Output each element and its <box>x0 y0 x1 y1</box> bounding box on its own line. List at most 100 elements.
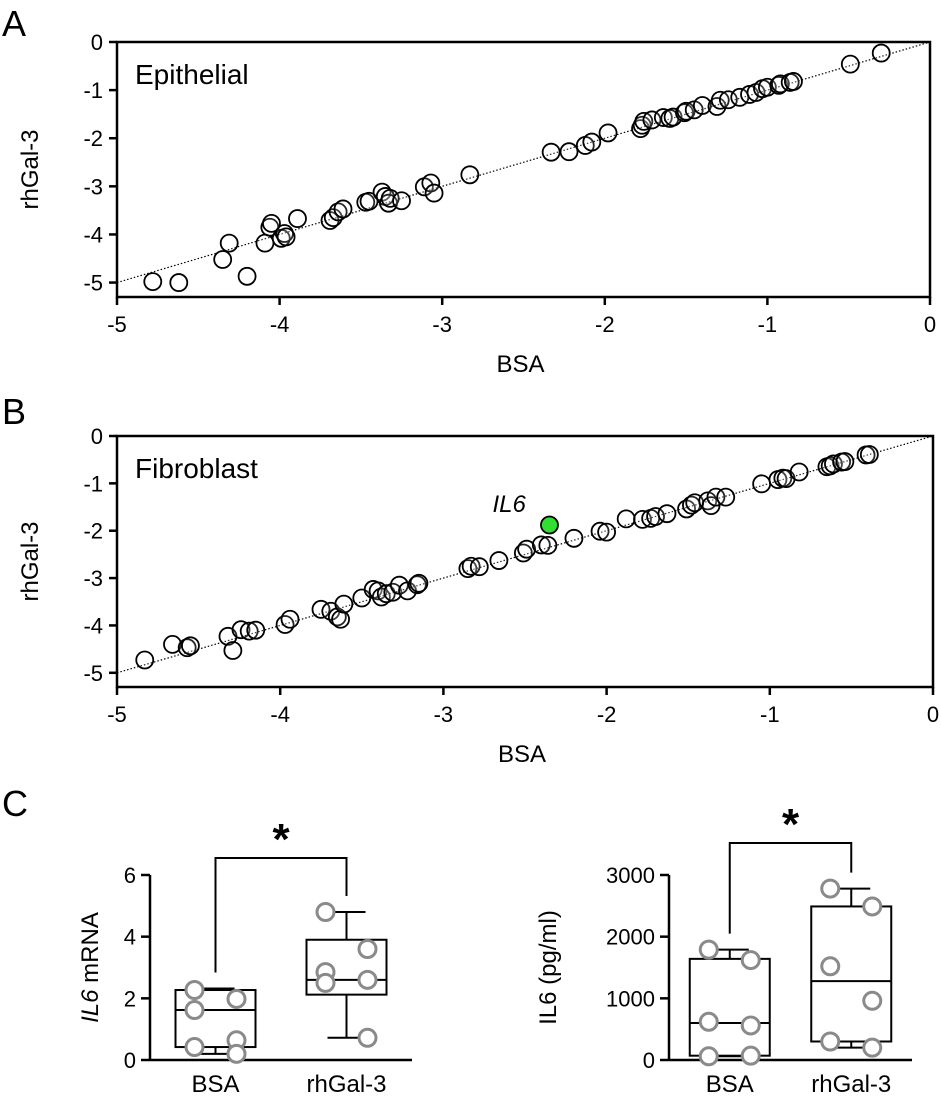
data-point <box>333 199 353 219</box>
y-tick-label: -1 <box>83 471 103 496</box>
y-tick-label: -4 <box>83 222 103 247</box>
data-point <box>559 142 579 162</box>
y-tick-label: -2 <box>83 126 103 151</box>
data-point <box>706 487 726 507</box>
data-point <box>331 609 350 629</box>
significance-bracket <box>728 842 853 934</box>
data-point <box>219 233 239 253</box>
data-point <box>862 896 883 917</box>
plot-title: Fibroblast <box>135 453 258 484</box>
y-tick-label: -4 <box>83 613 103 638</box>
x-tick-label: -4 <box>270 702 290 727</box>
plot-frame <box>115 40 932 299</box>
data-point <box>752 474 772 494</box>
data-point <box>357 969 378 990</box>
y-tick-label: 4 <box>124 925 136 950</box>
significance-marker: * <box>782 800 800 849</box>
data-point <box>531 535 551 555</box>
data-point <box>657 504 677 524</box>
data-point <box>582 132 602 152</box>
data-point <box>280 609 300 629</box>
data-point <box>789 462 809 482</box>
x-tick-label: 0 <box>924 312 936 337</box>
y-tick-label: 2000 <box>606 925 655 950</box>
data-point <box>469 557 489 577</box>
y-tick-label: 3000 <box>606 863 655 888</box>
data-point <box>835 452 855 471</box>
data-point <box>740 1045 761 1066</box>
data-point <box>376 584 396 604</box>
panel-letter-c: C <box>2 783 28 824</box>
significance-bracket <box>214 857 348 973</box>
data-point <box>255 233 275 253</box>
data-point <box>143 272 163 292</box>
data-point <box>653 108 673 127</box>
box <box>688 957 771 1057</box>
data-point <box>698 1011 719 1032</box>
highlight-label: IL6 <box>492 491 526 518</box>
data-point <box>784 72 803 91</box>
data-point <box>239 621 259 641</box>
scatter-plot-epithelial: -5 -4 -3 -2 -1 0 0 -1 -2 -3 -4 -5 BSA rhGal-3 Epitheli… <box>17 30 936 378</box>
identity-line <box>116 41 931 284</box>
data-point <box>862 1037 883 1058</box>
x-tick-label: -5 <box>107 312 127 337</box>
category-label: rhGal-3 <box>811 1071 891 1098</box>
data-point <box>820 1031 841 1052</box>
data-point <box>616 509 636 529</box>
y-tick-label: 0 <box>124 1048 136 1073</box>
y-axis-label: IL6 mRNA <box>77 912 104 1023</box>
data-point <box>392 191 411 211</box>
y-tick-label: 1000 <box>606 986 655 1011</box>
identity-line <box>116 435 934 674</box>
data-point <box>871 43 891 63</box>
panel-letter-b: B <box>2 391 26 432</box>
x-tick-label: -5 <box>107 702 127 727</box>
data-point <box>380 188 400 208</box>
box <box>305 938 388 996</box>
data-point <box>246 620 266 640</box>
category-label: BSA <box>706 1071 754 1098</box>
box-plot-il6-mrna: 0 2 4 6 BSA rhGal-3 IL6 mRNA * <box>77 815 412 1098</box>
y-axis-label: rhGal-3 <box>17 521 44 601</box>
x-tick-label: -1 <box>758 312 778 337</box>
y-axis-label-unit: mRNA <box>77 912 104 989</box>
data-point <box>564 528 584 548</box>
plot-frame <box>115 434 935 689</box>
data-point <box>226 988 247 1009</box>
data-point <box>357 1027 378 1048</box>
data-point <box>597 522 616 542</box>
data-point <box>716 487 736 507</box>
y-tick-label: 2 <box>124 986 136 1011</box>
data-point <box>840 54 860 74</box>
y-tick-label: -1 <box>83 78 103 103</box>
data-point <box>820 878 841 899</box>
data-point <box>489 551 509 570</box>
data-point <box>718 90 738 110</box>
data-point <box>541 142 561 162</box>
x-tick-label: -3 <box>434 702 454 727</box>
category-label: BSA <box>191 1071 239 1098</box>
y-tick-label: 0 <box>643 1048 655 1073</box>
box <box>810 905 893 1043</box>
data-point <box>135 650 155 670</box>
data-point <box>334 594 354 614</box>
y-tick-label: 0 <box>91 30 103 55</box>
data-point <box>859 445 879 464</box>
category-label: rhGal-3 <box>306 1071 386 1098</box>
x-axis-label: BSA <box>498 741 546 768</box>
plot-title: Epithelial <box>135 59 249 90</box>
y-tick-label: -3 <box>83 566 103 591</box>
data-point <box>357 939 378 959</box>
x-tick-label: 0 <box>927 702 939 727</box>
data-point <box>590 521 610 541</box>
data-point <box>460 165 480 185</box>
y-tick-label: 6 <box>124 863 136 888</box>
data-point <box>184 1037 205 1058</box>
y-axis-label-gene: IL6 <box>77 989 104 1023</box>
y-tick-label: -3 <box>83 174 103 199</box>
x-tick-label: -1 <box>760 702 780 727</box>
data-point <box>163 634 182 654</box>
y-tick-label: -5 <box>83 661 103 686</box>
x-tick-label: -2 <box>597 702 617 727</box>
